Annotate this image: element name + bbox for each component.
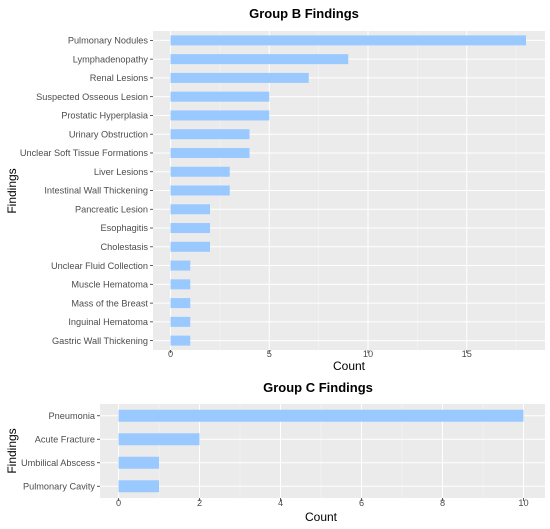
bar	[118, 409, 524, 422]
bar	[170, 91, 270, 102]
y-tick-label: Suspected Osseous Lesion	[36, 92, 148, 102]
x-axis-label: Count	[305, 510, 338, 524]
y-tick-label: Umbilical Abscess	[21, 458, 95, 468]
y-tick-label: Unclear Soft Tissue Formations	[20, 148, 149, 158]
bar	[170, 298, 191, 309]
y-tick-label: Gastric Wall Thickening	[52, 336, 148, 346]
x-axis-label: Count	[333, 359, 366, 373]
bars	[170, 35, 526, 346]
y-axis-label: Findings	[5, 428, 19, 473]
y-tick-label: Muscle Hematoma	[71, 280, 148, 290]
y-axis-label: Findings	[5, 168, 19, 213]
bar	[118, 456, 159, 469]
y-tick-label: Esophagitis	[101, 223, 149, 233]
bar	[170, 260, 191, 271]
x-tick-label: 6	[359, 498, 364, 508]
x-tick-label: 15	[462, 349, 472, 359]
y-tick-label: Prostatic Hyperplasia	[61, 111, 149, 121]
bar	[170, 241, 210, 252]
y-tick-labels: Pneumonia Acute Fracture Umbilical Abscess…	[21, 411, 100, 491]
x-tick-label: 2	[197, 498, 202, 508]
bar	[170, 279, 191, 290]
bar	[170, 316, 191, 327]
y-tick-label: Inguinal Hematoma	[68, 317, 149, 327]
y-tick-labels: Pulmonary Nodules Lymphadenopathy Renal Le…	[20, 36, 153, 346]
y-tick-label: Urinary Obstruction	[69, 129, 148, 139]
bar	[170, 147, 250, 158]
y-tick-label: Intestinal Wall Thickening	[44, 186, 148, 196]
bar	[170, 72, 309, 83]
y-tick-label: Cholestasis	[101, 242, 149, 252]
y-tick-label: Liver Lesions	[94, 167, 149, 177]
bar	[170, 223, 210, 234]
bar	[170, 54, 349, 65]
y-tick-label: Renal Lesions	[90, 73, 149, 83]
group-b-chart: Group B Findings Pulmonary Nodules Lympha…	[5, 6, 545, 373]
y-tick-label: Unclear Fluid Collection	[51, 261, 148, 271]
bar	[170, 204, 210, 215]
x-tick-label: 8	[440, 498, 445, 508]
y-tick-label: Pneumonia	[49, 411, 96, 421]
bar	[170, 335, 191, 346]
x-tick-labels: 0 5 10 15	[168, 349, 472, 359]
y-tick-label: Pulmonary Nodules	[68, 36, 149, 46]
chart-title: Group B Findings	[249, 6, 359, 21]
y-tick-label: Pancreatic Lesion	[75, 204, 148, 214]
y-tick-label: Pulmonary Cavity	[23, 481, 95, 491]
x-tick-label: 4	[278, 498, 283, 508]
y-tick-label: Acute Fracture	[35, 434, 95, 444]
x-tick-label: 10	[518, 498, 528, 508]
y-tick-label: Mass of the Breast	[71, 298, 148, 308]
bar	[170, 185, 230, 196]
bar	[170, 110, 270, 121]
bar	[118, 480, 159, 493]
bar	[170, 166, 230, 177]
y-tick-label: Lymphadenopathy	[73, 54, 149, 64]
x-tick-label: 5	[267, 349, 272, 359]
x-tick-label: 0	[168, 349, 173, 359]
bar	[170, 129, 250, 140]
group-c-chart: Group C Findings Pneumonia Acute Fracture…	[5, 380, 545, 524]
x-tick-labels: 0 2 4 6 8 10	[116, 498, 529, 508]
x-tick-label: 10	[363, 349, 373, 359]
bar	[118, 433, 200, 446]
chart-title: Group C Findings	[263, 380, 373, 395]
bar	[170, 35, 526, 46]
bars	[118, 409, 524, 493]
x-tick-label: 0	[116, 498, 121, 508]
